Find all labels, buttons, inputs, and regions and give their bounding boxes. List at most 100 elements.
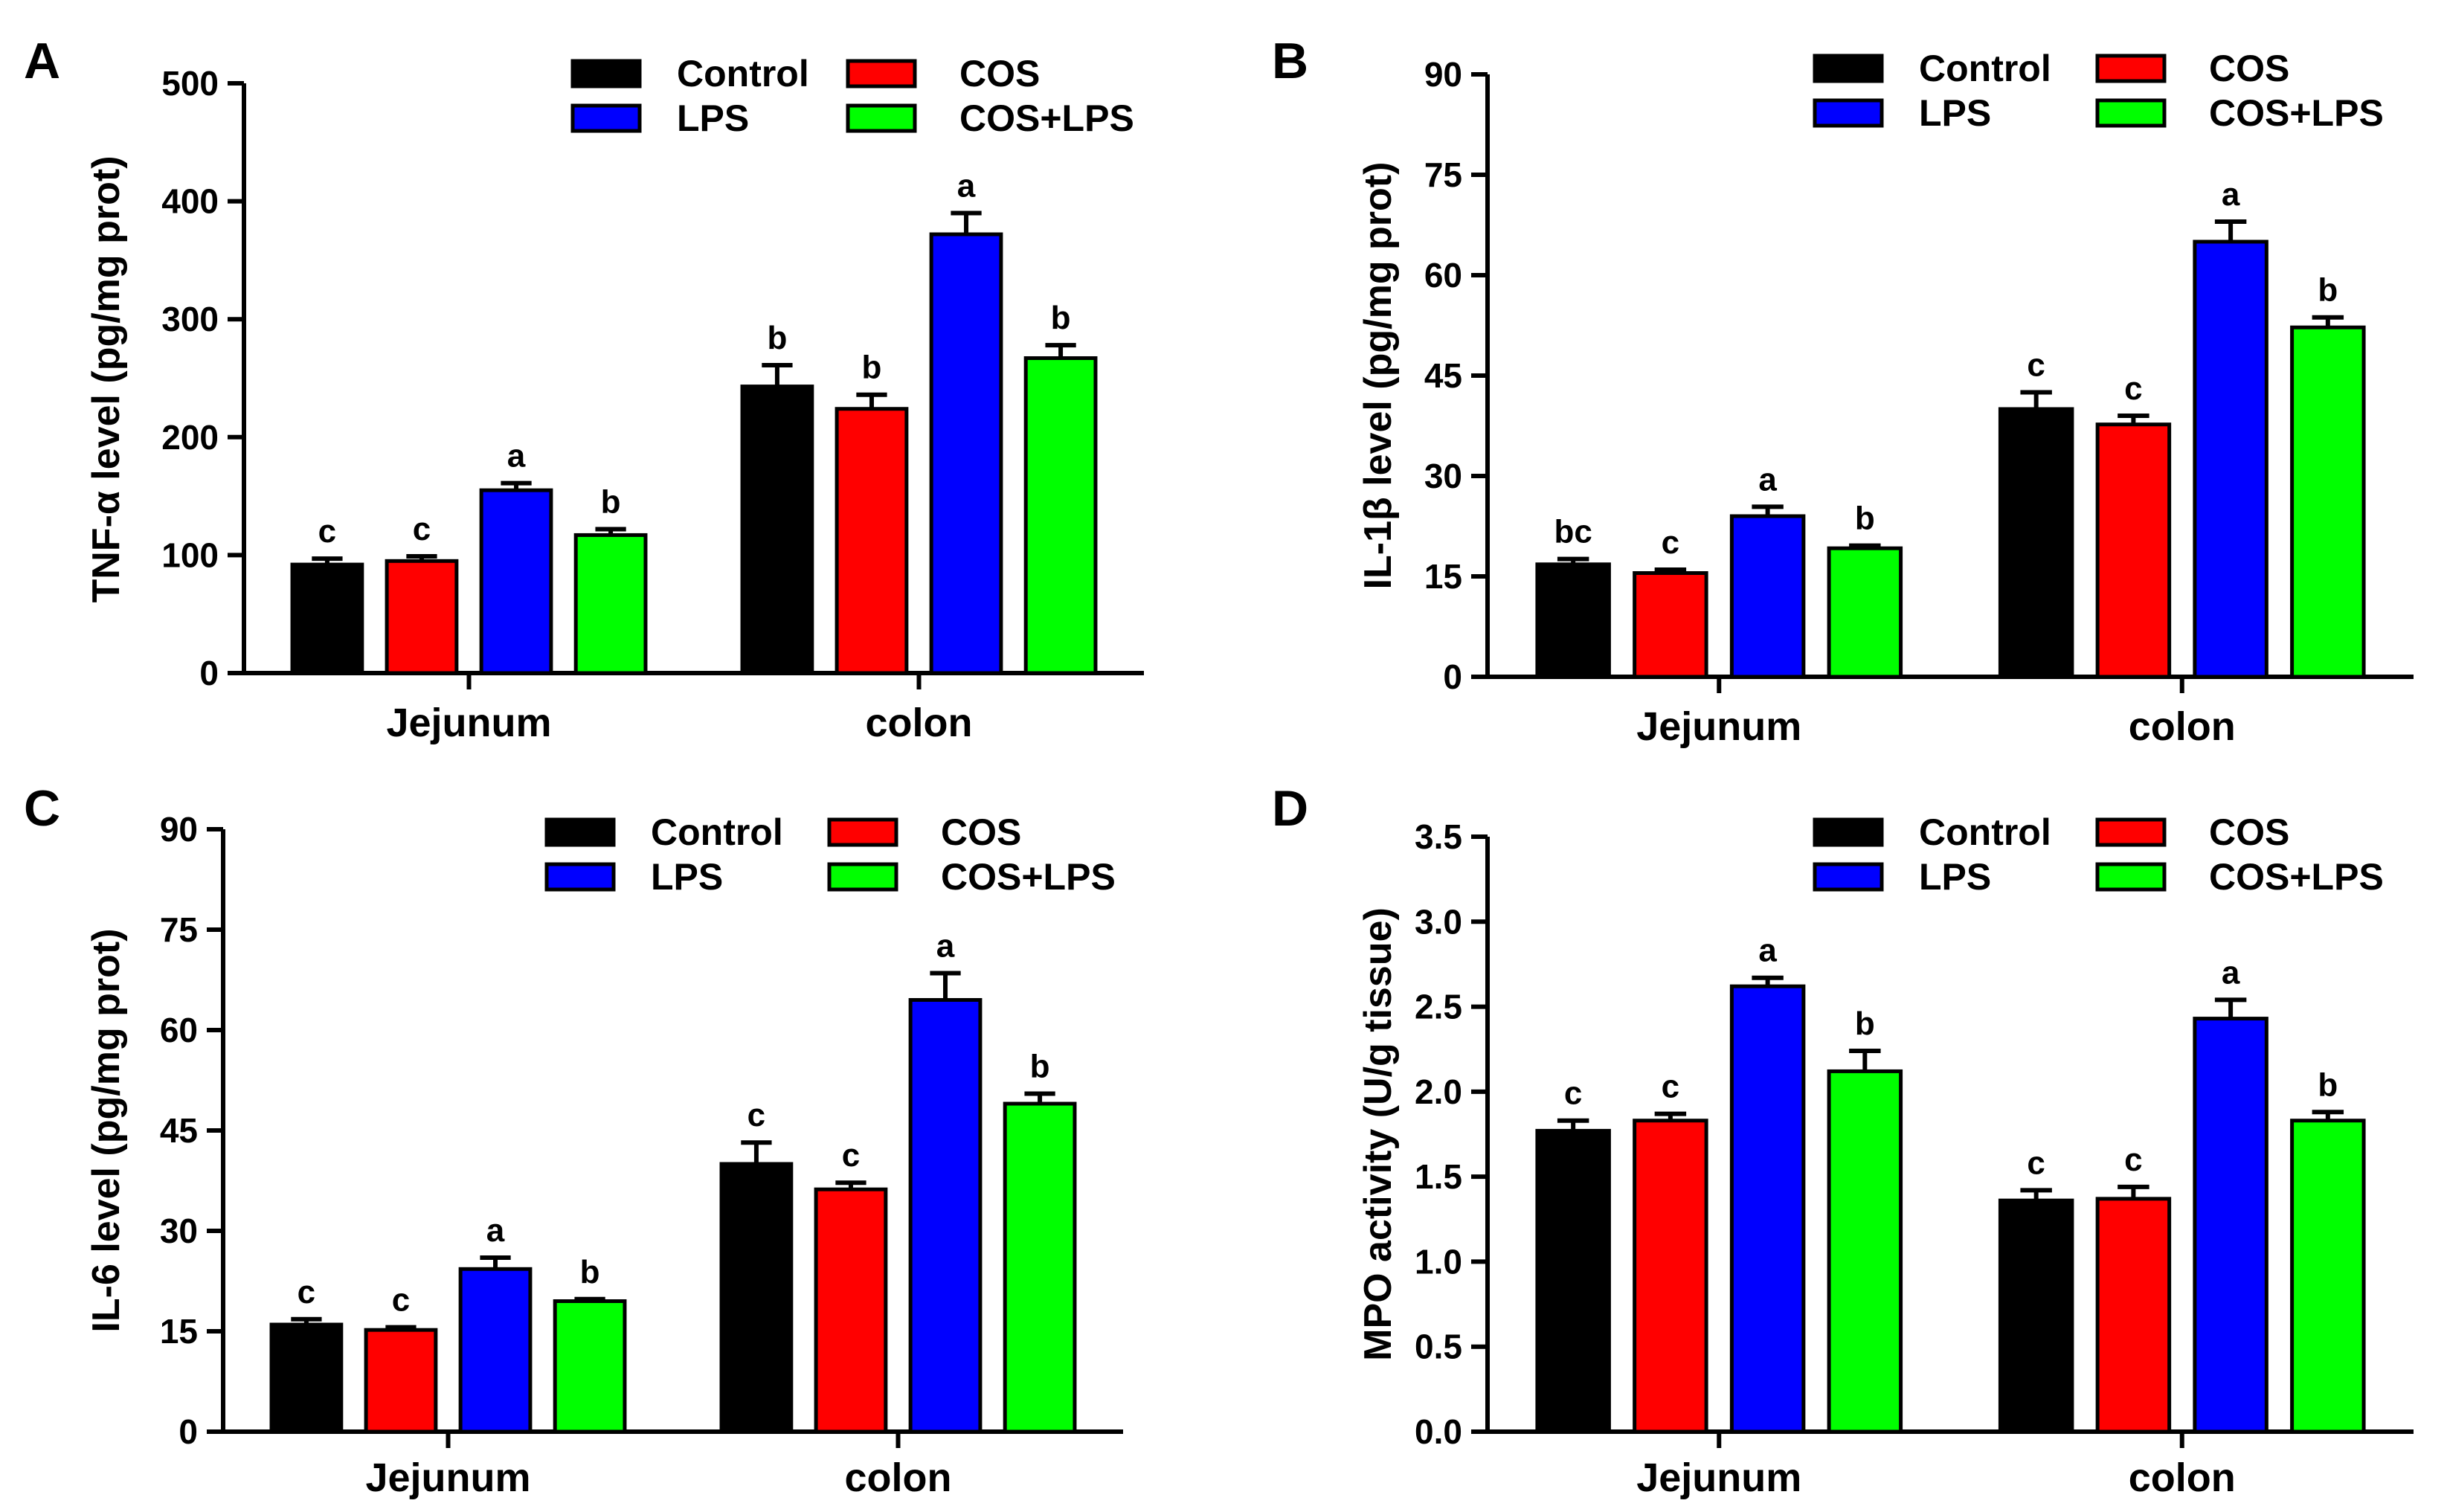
panel-a-ytick-label-5: 500 [161, 64, 219, 103]
panel-a-category-colon: colon [866, 701, 973, 745]
panel-a-legend-label-control: Control [677, 53, 809, 94]
panel-b-bar-jejunum-control [1535, 562, 1611, 679]
panel-b-sig-label-1-0: c [2027, 347, 2045, 384]
panel-b-legend-swatch-lps [1813, 98, 1884, 128]
panel-b-bar-colon-cos [2095, 422, 2172, 679]
panel-d-ytick-label-6: 3.0 [1415, 902, 1462, 941]
panel-d-sig-label-1-2: a [2222, 954, 2240, 991]
panel-a-ytick-label-2: 200 [161, 418, 219, 457]
panel-a-bar-jejunum-cos [385, 559, 459, 675]
panel-c-category-colon: colon [845, 1455, 952, 1500]
panel-d-legend-swatch-cos [2095, 817, 2167, 847]
panel-d-legend-swatch-cos-lps [2095, 862, 2167, 892]
panel-b-category-colon: colon [2129, 704, 2236, 749]
panel-b-bar-colon-lps [2193, 239, 2268, 679]
panel-c-bar-colon-control [719, 1162, 794, 1434]
panel-c-ytick-label-1: 15 [160, 1312, 198, 1351]
panel-a-sig-label-1-2: a [957, 167, 976, 204]
panel-b-bar-colon-cos-lps [2290, 325, 2366, 679]
panel-b-legend-swatch-cos-lps [2095, 98, 2167, 128]
panel-c-ytick-label-3: 45 [160, 1111, 198, 1150]
panel-c-sig-label-0-3: b [580, 1254, 600, 1290]
panel-c-bar-jejunum-cos [364, 1328, 438, 1434]
panel-b-bar-jejunum-cos [1633, 571, 1708, 679]
panel-c-legend-swatch-control [544, 817, 616, 847]
panel-c-bar-colon-lps [908, 998, 983, 1434]
panel-b-legend-swatch-control [1813, 54, 1884, 83]
panel-a-bar-colon-control [740, 385, 814, 675]
panel-c-legend-swatch-cos [827, 817, 898, 847]
panel-d-ytick-label-1: 0.5 [1415, 1328, 1462, 1366]
panel-c-legend-swatch-cos-lps [827, 862, 898, 892]
panel-b-sig-label-1-1: c [2124, 370, 2142, 407]
panel-b-bar-jejunum-lps [1729, 514, 1806, 679]
panel-b-legend-label-cos-lps: COS+LPS [2209, 92, 2384, 134]
panel-a-legend-swatch-control [570, 59, 642, 89]
panel-b-sig-label-0-2: a [1758, 461, 1777, 498]
panel-b-legend-swatch-cos [2095, 54, 2167, 83]
panel-a-category-jejunum: Jejunum [386, 701, 551, 745]
panel-c-legend-label-cos: COS [941, 811, 1021, 853]
panel-b-ytick-label-6: 90 [1424, 55, 1462, 94]
panel-d-category-jejunum: Jejunum [1636, 1455, 1801, 1500]
panel-d-category-colon: colon [2129, 1455, 2236, 1500]
panel-a-bar-jejunum-lps [479, 488, 553, 675]
panel-a-letter: A [24, 33, 60, 89]
panel-b-y-label: IL-1β level (pg/mg prot) [1357, 162, 1400, 590]
panel-c-ytick-label-0: 0 [179, 1412, 198, 1451]
panel-b-sig-label-1-3: b [2318, 272, 2338, 309]
panel-c-legend-label-control: Control [651, 811, 783, 853]
panel-a-legend-swatch-cos-lps [846, 103, 917, 133]
panel-a-bar-colon-lps [929, 232, 1003, 675]
panel-d-letter: D [1272, 780, 1308, 837]
panel-b-sig-label-0-3: b [1855, 501, 1875, 537]
panel-d-sig-label-1-1: c [2124, 1142, 2142, 1178]
panel-a-ytick-label-4: 400 [161, 182, 219, 221]
panel-a-sig-label-1-0: b [767, 320, 787, 356]
panel-d-bar-jejunum-cos [1633, 1119, 1708, 1434]
panel-a-ytick-label-1: 100 [161, 535, 219, 574]
panel-d-legend-swatch-lps [1813, 862, 1884, 892]
panel-c-bar-jejunum-lps [458, 1267, 533, 1434]
panel-d-bar-colon-control [1998, 1198, 2074, 1434]
panel-b-ytick-label-5: 75 [1424, 155, 1462, 194]
panel-a-bar-colon-cos-lps [1023, 356, 1098, 675]
panel-b-sig-label-1-2: a [2222, 176, 2240, 213]
panel-d-bar-jejunum-lps [1729, 984, 1806, 1434]
panel-a-bar-jejunum-cos-lps [573, 533, 648, 675]
panel-a-sig-label-0-1: c [413, 511, 431, 547]
panel-a-ytick-label-0: 0 [199, 654, 219, 692]
panel-c-bar-colon-cos [814, 1187, 888, 1434]
panel-d-ytick-label-7: 3.5 [1415, 817, 1462, 856]
panel-d-bar-colon-lps [2193, 1017, 2268, 1434]
panel-d-ytick-label-4: 2.0 [1415, 1072, 1462, 1111]
panel-c-sig-label-0-0: c [298, 1274, 315, 1310]
panel-d-legend-label-lps: LPS [1919, 856, 1991, 898]
panel-a-ytick-label-3: 300 [161, 300, 219, 338]
panel-a-legend-swatch-cos [846, 59, 917, 89]
panel-c-sig-label-0-1: c [392, 1282, 410, 1319]
panel-c-sig-label-1-0: c [747, 1097, 765, 1133]
panel-b-sig-label-0-0: bc [1554, 514, 1592, 550]
panel-c-legend-swatch-lps [544, 862, 616, 892]
panel-a-legend-label-cos-lps: COS+LPS [959, 97, 1134, 139]
panel-b-ytick-label-4: 60 [1424, 256, 1462, 295]
panel-d-sig-label-1-3: b [2318, 1067, 2338, 1103]
panel-d-ytick-label-0: 0.0 [1415, 1412, 1462, 1451]
panel-c-ytick-label-2: 30 [160, 1212, 198, 1250]
panel-d-sig-label-1-0: c [2027, 1145, 2045, 1181]
panel-d-sig-label-0-2: a [1758, 933, 1777, 969]
panel-b-ytick-label-1: 15 [1424, 557, 1462, 596]
panel-c-ytick-label-5: 75 [160, 910, 198, 949]
panel-d-legend-label-control: Control [1919, 811, 2051, 853]
panel-b-bar-colon-control [1998, 407, 2074, 679]
panel-c-sig-label-1-1: c [842, 1137, 860, 1174]
panel-a-sig-label-0-2: a [507, 438, 526, 474]
panel-b-category-jejunum: Jejunum [1636, 704, 1801, 749]
panel-c-ytick-label-4: 60 [160, 1011, 198, 1049]
panel-c-y-label: IL-6 level (pg/mg prot) [85, 928, 128, 1332]
panel-a-legend-label-lps: LPS [677, 97, 749, 139]
panel-c-sig-label-0-2: a [486, 1212, 505, 1249]
panel-d-sig-label-0-1: c [1662, 1069, 1679, 1105]
